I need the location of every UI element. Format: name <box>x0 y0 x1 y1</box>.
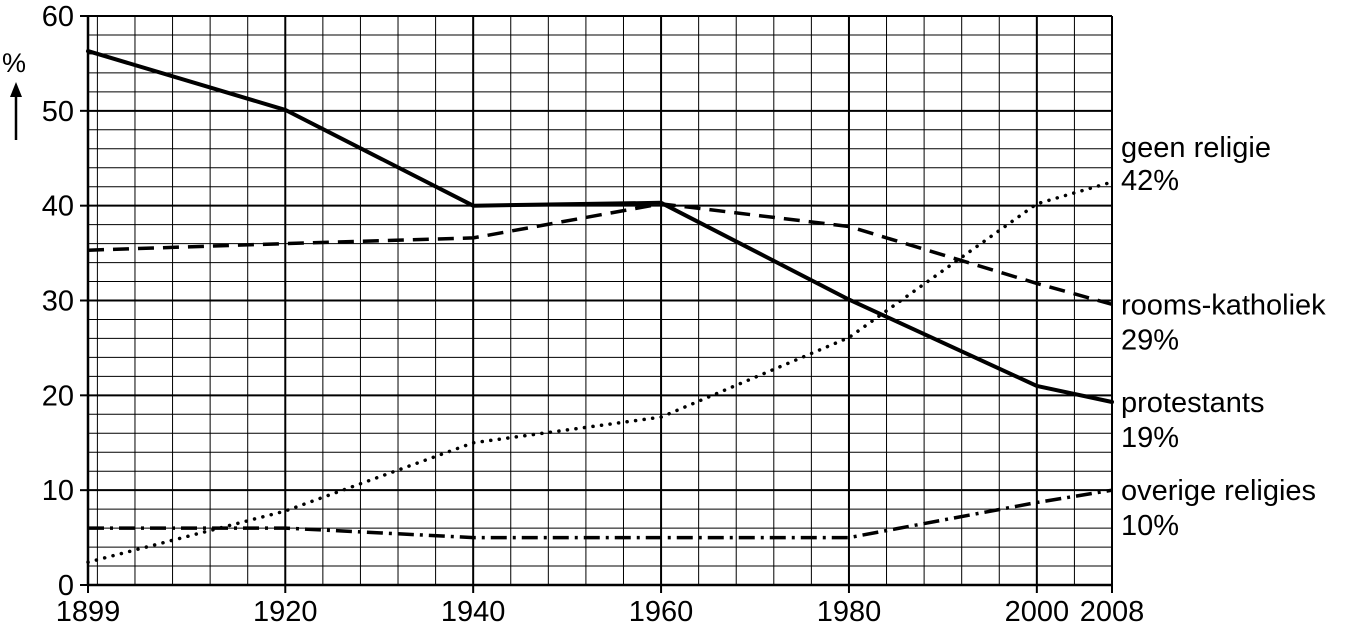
x-tick-label: 2008 <box>1080 596 1145 628</box>
chart-grid <box>88 15 1113 586</box>
y-unit-indicator: % <box>2 48 26 140</box>
x-tick-label: 2000 <box>1005 596 1070 628</box>
y-axis-up-arrow-icon <box>10 82 22 97</box>
series-line-overige-religies <box>88 488 1113 540</box>
series-name-label: geen religie <box>1121 132 1271 164</box>
y-tick-label: 30 <box>42 286 74 318</box>
series-value-label: 42% <box>1121 165 1179 197</box>
y-axis-unit-label: % <box>2 48 26 78</box>
series-line-rooms-katholiek <box>87 202 1113 306</box>
x-tick-label: 1920 <box>253 596 318 628</box>
y-tick-label: 20 <box>42 380 74 412</box>
series-name-label: protestants <box>1121 387 1264 419</box>
y-tick-label: 0 <box>58 570 74 602</box>
series-line-geen-religie <box>86 180 1114 564</box>
x-tick-label: 1980 <box>817 596 882 628</box>
y-tick-label: 60 <box>42 1 74 33</box>
series-value-label: 29% <box>1121 324 1179 356</box>
x-tick-label: 1940 <box>441 596 506 628</box>
chart-series <box>86 49 1114 564</box>
series-value-label: 10% <box>1121 510 1179 542</box>
y-tick-label: 40 <box>42 191 74 223</box>
series-name-label: rooms-katholiek <box>1121 289 1326 321</box>
series-line-protestants <box>86 49 1114 404</box>
y-tick-label: 10 <box>42 475 74 507</box>
x-tick-label: 1899 <box>56 596 121 628</box>
y-tick-label: 50 <box>42 96 74 128</box>
x-tick-label: 1960 <box>629 596 694 628</box>
series-value-label: 19% <box>1121 422 1179 454</box>
chart-axes: 0 10 20 30 40 50 60 1899 1920 1940 1960 1980 2000 200… <box>42 1 1145 628</box>
series-name-label: overige religies <box>1121 475 1316 507</box>
